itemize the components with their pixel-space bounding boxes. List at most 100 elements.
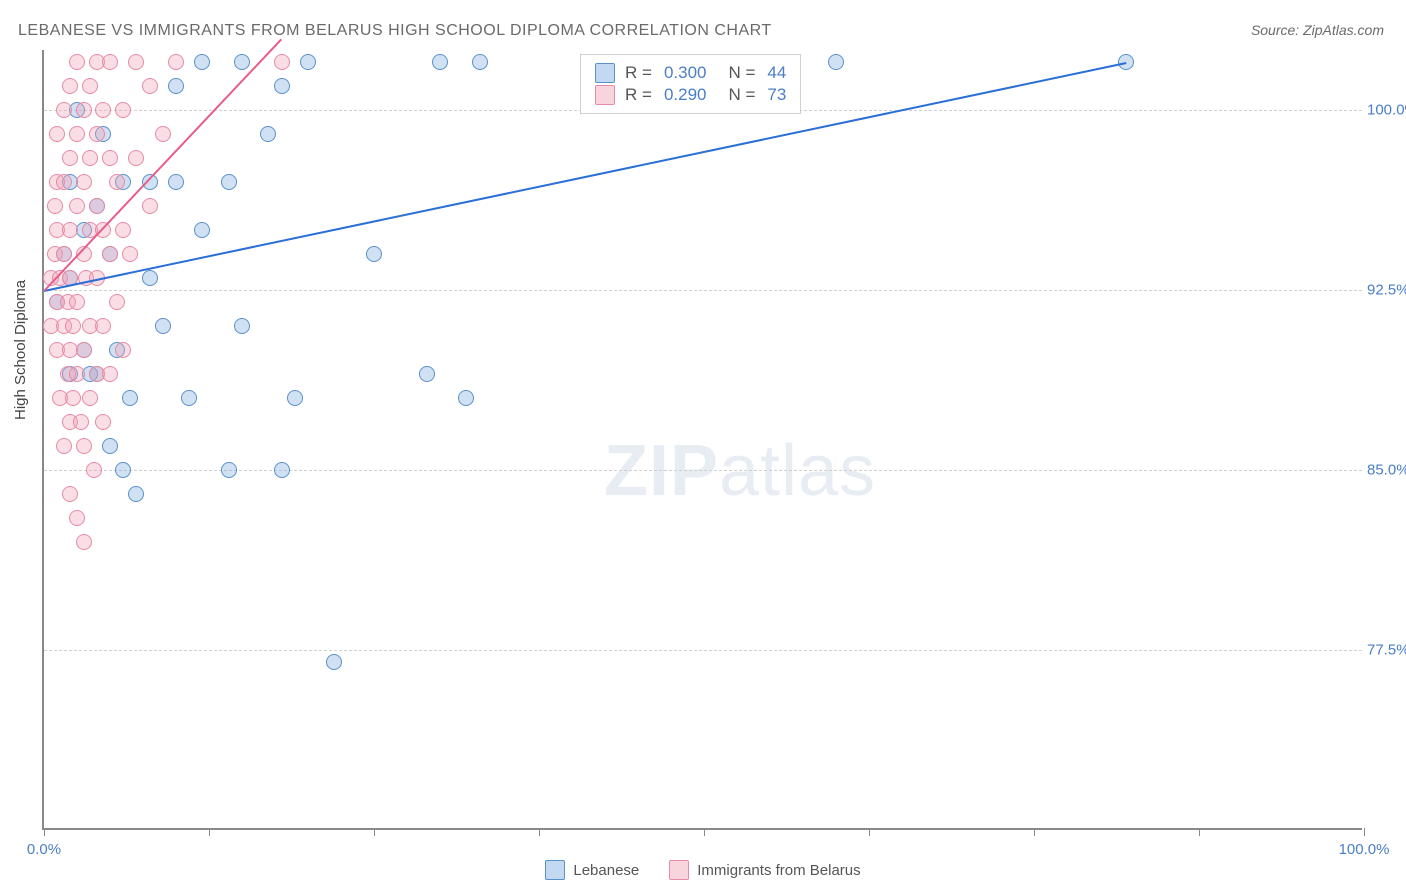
data-point: [69, 294, 85, 310]
data-point: [109, 294, 125, 310]
x-tick: [869, 828, 870, 836]
data-point: [82, 78, 98, 94]
data-point: [69, 198, 85, 214]
data-point: [432, 54, 448, 70]
x-tick: [44, 828, 45, 836]
chart-source: Source: ZipAtlas.com: [1251, 22, 1384, 38]
data-point: [65, 318, 81, 334]
legend-label: Immigrants from Belarus: [697, 862, 860, 879]
data-point: [62, 78, 78, 94]
data-point: [76, 534, 92, 550]
x-tick: [1034, 828, 1035, 836]
data-point: [76, 342, 92, 358]
swatch-blue-icon: [595, 63, 615, 83]
legend-item-lebanese: Lebanese: [545, 860, 639, 880]
watermark-bold: ZIP: [604, 431, 719, 511]
legend-n-value-1: 44: [767, 63, 786, 83]
data-point: [56, 174, 72, 190]
data-point: [128, 150, 144, 166]
x-tick: [1199, 828, 1200, 836]
data-point: [115, 222, 131, 238]
x-tick-label: 100.0%: [1339, 841, 1390, 858]
data-point: [221, 462, 237, 478]
data-point: [168, 174, 184, 190]
data-point: [828, 54, 844, 70]
data-point: [419, 366, 435, 382]
gridline: [44, 470, 1362, 471]
swatch-pink-icon: [669, 860, 689, 880]
x-tick: [209, 828, 210, 836]
data-point: [65, 390, 81, 406]
data-point: [274, 78, 290, 94]
y-tick-label: 92.5%: [1367, 282, 1406, 299]
data-point: [142, 78, 158, 94]
chart-title: LEBANESE VS IMMIGRANTS FROM BELARUS HIGH…: [18, 22, 772, 40]
y-axis-label: High School Diploma: [12, 280, 29, 420]
legend-label: Lebanese: [573, 862, 639, 879]
data-point: [47, 198, 63, 214]
data-point: [194, 54, 210, 70]
data-point: [56, 246, 72, 262]
data-point: [56, 438, 72, 454]
legend-correlation: R = 0.300 N = 44 R = 0.290 N = 73: [580, 54, 801, 114]
data-point: [82, 390, 98, 406]
data-point: [102, 54, 118, 70]
data-point: [274, 462, 290, 478]
data-point: [472, 54, 488, 70]
data-point: [62, 486, 78, 502]
swatch-blue-icon: [545, 860, 565, 880]
legend-item-belarus: Immigrants from Belarus: [669, 860, 860, 880]
legend-n-label: N =: [728, 85, 755, 105]
data-point: [366, 246, 382, 262]
y-tick-label: 77.5%: [1367, 642, 1406, 659]
data-point: [102, 366, 118, 382]
data-point: [168, 54, 184, 70]
data-point: [89, 198, 105, 214]
data-point: [89, 126, 105, 142]
gridline: [44, 650, 1362, 651]
data-point: [76, 102, 92, 118]
data-point: [128, 54, 144, 70]
x-tick: [704, 828, 705, 836]
legend-series: Lebanese Immigrants from Belarus: [0, 860, 1406, 880]
data-point: [69, 126, 85, 142]
data-point: [458, 390, 474, 406]
data-point: [274, 54, 290, 70]
data-point: [128, 486, 144, 502]
data-point: [260, 126, 276, 142]
data-point: [234, 318, 250, 334]
data-point: [194, 222, 210, 238]
data-point: [122, 246, 138, 262]
legend-r-value-1: 0.300: [664, 63, 707, 83]
legend-n-label: N =: [728, 63, 755, 83]
swatch-pink-icon: [595, 85, 615, 105]
x-tick: [374, 828, 375, 836]
data-point: [109, 174, 125, 190]
data-point: [122, 390, 138, 406]
legend-r-label: R =: [625, 63, 652, 83]
data-point: [326, 654, 342, 670]
data-point: [115, 342, 131, 358]
legend-row-belarus: R = 0.290 N = 73: [595, 85, 786, 105]
data-point: [155, 126, 171, 142]
legend-row-lebanese: R = 0.300 N = 44: [595, 63, 786, 83]
data-point: [115, 102, 131, 118]
data-point: [69, 54, 85, 70]
data-point: [95, 102, 111, 118]
data-point: [168, 78, 184, 94]
x-tick: [539, 828, 540, 836]
data-point: [115, 462, 131, 478]
data-point: [221, 174, 237, 190]
data-point: [234, 54, 250, 70]
data-point: [102, 438, 118, 454]
data-point: [62, 222, 78, 238]
trend-line: [43, 38, 282, 291]
data-point: [142, 270, 158, 286]
data-point: [73, 414, 89, 430]
watermark-light: atlas: [719, 431, 876, 511]
plot-area: ZIPatlas 77.5%85.0%92.5%100.0%0.0%100.0%: [42, 50, 1362, 830]
x-tick-label: 0.0%: [27, 841, 61, 858]
data-point: [102, 150, 118, 166]
data-point: [181, 390, 197, 406]
data-point: [49, 126, 65, 142]
